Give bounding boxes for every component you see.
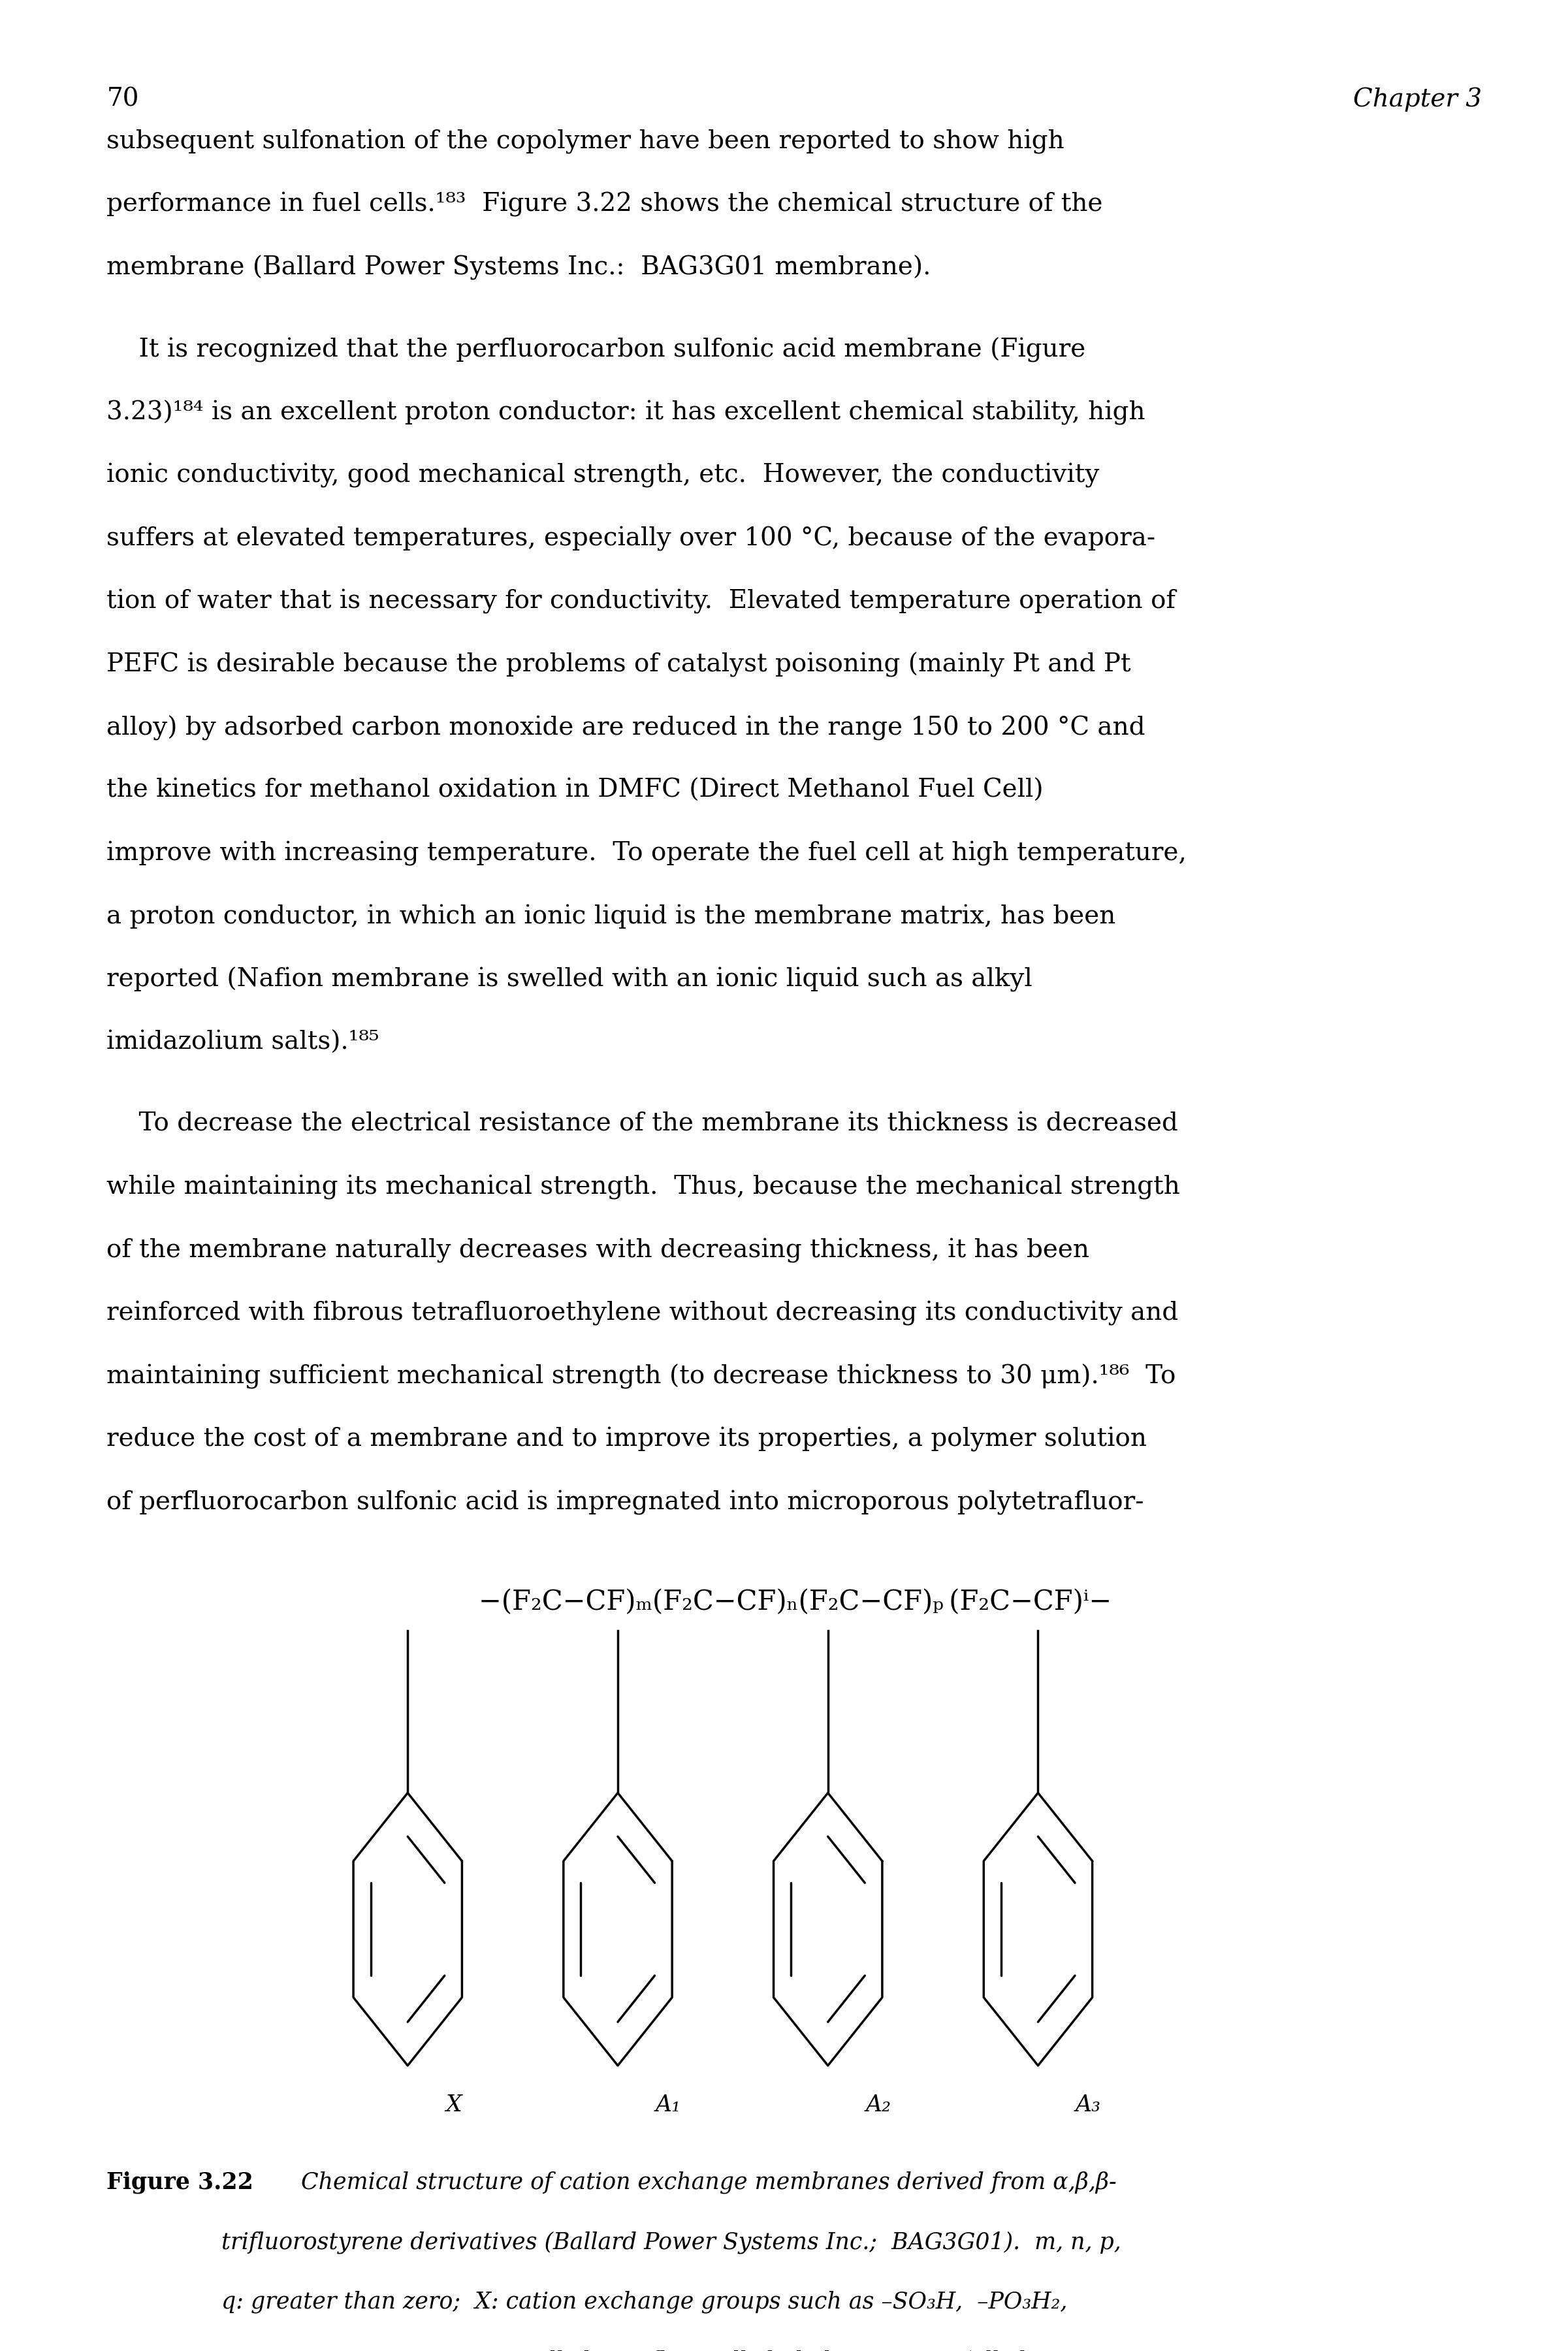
Text: q: greater than zero;  X: cation exchange groups such as –SO₃H,  –PO₃H₂,: q: greater than zero; X: cation exchange… (221, 2290, 1068, 2313)
Text: PEFC is desirable because the problems of catalyst poisoning (mainly Pt and Pt: PEFC is desirable because the problems o… (107, 651, 1131, 677)
Text: the kinetics for methanol oxidation in DMFC (Direct Methanol Fuel Cell): the kinetics for methanol oxidation in D… (107, 778, 1044, 802)
Text: A₃: A₃ (1076, 2095, 1101, 2116)
Text: improve with increasing temperature.  To operate the fuel cell at high temperatu: improve with increasing temperature. To … (107, 842, 1187, 865)
Text: Chemical structure of cation exchange membranes derived from α,β,β-: Chemical structure of cation exchange me… (287, 2172, 1116, 2193)
Text: alloy) by adsorbed carbon monoxide are reduced in the range 150 to 200 °C and: alloy) by adsorbed carbon monoxide are r… (107, 715, 1145, 741)
Text: It is recognized that the perfluorocarbon sulfonic acid membrane (Figure: It is recognized that the perfluorocarbo… (107, 336, 1085, 362)
Text: A₂: A₂ (866, 2095, 891, 2116)
Text: while maintaining its mechanical strength.  Thus, because the mechanical strengt: while maintaining its mechanical strengt… (107, 1176, 1181, 1199)
Text: X: X (445, 2095, 461, 2116)
Text: Chapter 3: Chapter 3 (1353, 87, 1482, 110)
Text: of the membrane naturally decreases with decreasing thickness, it has been: of the membrane naturally decreases with… (107, 1239, 1090, 1262)
Text: reduce the cost of a membrane and to improve its properties, a polymer solution: reduce the cost of a membrane and to imp… (107, 1427, 1146, 1453)
Text: ionic conductivity, good mechanical strength, etc.  However, the conductivity: ionic conductivity, good mechanical stre… (107, 463, 1099, 489)
Text: a proton conductor, in which an ionic liquid is the membrane matrix, has been: a proton conductor, in which an ionic li… (107, 905, 1116, 929)
Text: subsequent sulfonation of the copolymer have been reported to show high: subsequent sulfonation of the copolymer … (107, 129, 1065, 155)
Text: tion of water that is necessary for conductivity.  Elevated temperature operatio: tion of water that is necessary for cond… (107, 590, 1176, 614)
Text: maintaining sufficient mechanical strength (to decrease thickness to 30 μm).¹⁸⁶ : maintaining sufficient mechanical streng… (107, 1364, 1176, 1389)
Text: of perfluorocarbon sulfonic acid is impregnated into microporous polytetrafluor-: of perfluorocarbon sulfonic acid is impr… (107, 1491, 1145, 1514)
Text: imidazolium salts).¹⁸⁵: imidazolium salts).¹⁸⁵ (107, 1030, 379, 1053)
Text: To decrease the electrical resistance of the membrane its thickness is decreased: To decrease the electrical resistance of… (107, 1112, 1178, 1136)
Text: 3.23)¹⁸⁴ is an excellent proton conductor: it has excellent chemical stability, : 3.23)¹⁸⁴ is an excellent proton conducto… (107, 400, 1145, 426)
Text: 70: 70 (107, 87, 140, 110)
Text: reinforced with fibrous tetrafluoroethylene without decreasing its conductivity : reinforced with fibrous tetrafluoroethyl… (107, 1300, 1179, 1326)
Text: A₁: A₁ (655, 2095, 681, 2116)
Text: performance in fuel cells.¹⁸³  Figure 3.22 shows the chemical structure of the: performance in fuel cells.¹⁸³ Figure 3.2… (107, 193, 1102, 216)
Text: membrane (Ballard Power Systems Inc.:  BAG3G01 membrane).: membrane (Ballard Power Systems Inc.: BA… (107, 256, 931, 280)
Text: reported (Nafion membrane is swelled with an ionic liquid such as alkyl: reported (Nafion membrane is swelled wit… (107, 966, 1032, 992)
Text: trifluorostyrene derivatives (Ballard Power Systems Inc.;  BAG3G01).  m, n, p,: trifluorostyrene derivatives (Ballard Po… (221, 2231, 1121, 2255)
Text: −(F₂C−CF)ₘ(F₂C−CF)ₙ(F₂C−CF)ₚ (F₂C−CF)ⁱ−: −(F₂C−CF)ₘ(F₂C−CF)ₙ(F₂C−CF)ₚ (F₂C−CF)ⁱ− (478, 1589, 1112, 1615)
Text: suffers at elevated temperatures, especially over 100 °C, because of the evapora: suffers at elevated temperatures, especi… (107, 527, 1156, 550)
Text: Figure 3.22: Figure 3.22 (107, 2172, 254, 2193)
